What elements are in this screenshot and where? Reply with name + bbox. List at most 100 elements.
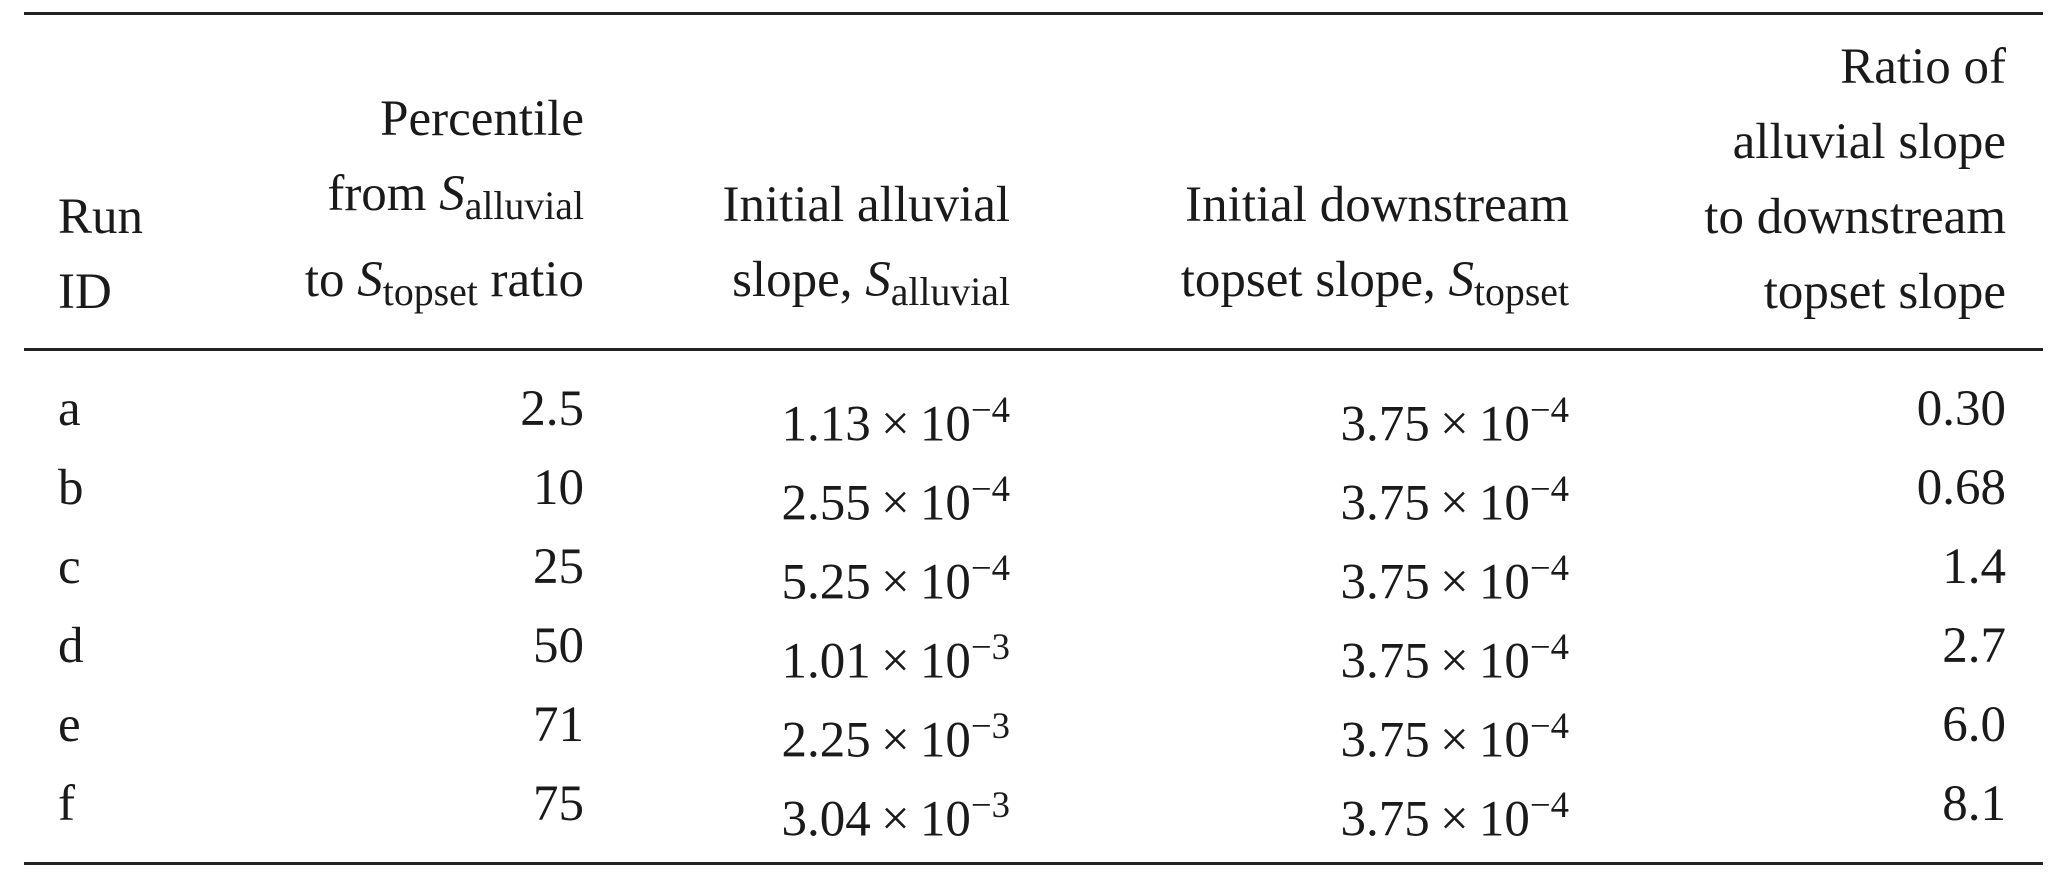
header-text: to downstream <box>1704 189 2006 245</box>
cell: b <box>58 460 84 516</box>
times: × <box>1439 475 1469 532</box>
symbol: S <box>357 252 383 309</box>
base: 10 <box>919 396 971 453</box>
mantissa: 3.75 <box>1340 475 1430 532</box>
exponent: −4 <box>970 468 1010 509</box>
cell: 0.30 <box>1916 381 2006 437</box>
base: 10 <box>1478 475 1530 532</box>
mantissa: 3.75 <box>1340 633 1430 690</box>
header-text: Run <box>58 189 144 245</box>
mantissa: 2.25 <box>781 712 871 769</box>
times: × <box>880 554 910 611</box>
cell: 3.75 × 10−4 <box>1341 607 1569 701</box>
times: × <box>1439 712 1469 769</box>
header-cell: Run ID <box>58 180 143 330</box>
header-text: Initial downstream <box>1185 177 1569 234</box>
times: × <box>880 791 910 848</box>
header-cell: Initial alluvial slope, Salluvial <box>723 168 1011 330</box>
header-rule <box>24 348 2043 351</box>
mantissa: 3.75 <box>1340 791 1430 848</box>
cell: 2.7 <box>1942 618 2006 674</box>
base: 10 <box>919 633 971 690</box>
base: 10 <box>1478 791 1530 848</box>
cell: 1.4 <box>1942 539 2006 595</box>
cell: 8.1 <box>1942 776 2006 832</box>
cell: 1.01 × 10−3 <box>782 607 1010 701</box>
header-cell: Percentile from Salluvial to Stopset rat… <box>305 82 584 331</box>
bottom-rule <box>24 862 2043 865</box>
cell: a <box>58 381 81 437</box>
cell: e <box>58 697 81 753</box>
cell: 75 <box>533 776 584 832</box>
times: × <box>880 712 910 769</box>
times: × <box>1439 633 1469 690</box>
cell: 2.55 × 10−4 <box>782 449 1010 543</box>
mantissa: 3.75 <box>1340 396 1430 453</box>
cell: 2.25 × 10−3 <box>782 686 1010 780</box>
header-text: alluvial slope <box>1732 114 2006 170</box>
exponent: −4 <box>1529 626 1569 667</box>
cell: 50 <box>533 618 584 674</box>
cell: 3.75 × 10−4 <box>1341 686 1569 780</box>
cell: 0.68 <box>1916 460 2006 516</box>
mantissa: 3.75 <box>1340 712 1430 769</box>
base: 10 <box>919 712 971 769</box>
exponent: −3 <box>970 784 1010 825</box>
mantissa: 1.01 <box>781 633 871 690</box>
header-text: topset slope <box>1763 264 2006 320</box>
cell: 71 <box>533 697 584 753</box>
header-text: slope, <box>732 252 866 309</box>
cell: 6.0 <box>1942 697 2006 753</box>
exponent: −4 <box>1529 468 1569 509</box>
subscript: alluvial <box>890 270 1010 314</box>
symbol: S <box>1448 252 1475 309</box>
base: 10 <box>1478 396 1530 453</box>
subscript: topset <box>1474 270 1569 314</box>
header-text: to <box>304 252 358 309</box>
header-text: Percentile <box>380 90 584 147</box>
symbol: S <box>439 165 465 222</box>
exponent: −4 <box>1529 705 1569 746</box>
times: × <box>880 633 910 690</box>
cell: 1.13 × 10−4 <box>782 370 1010 464</box>
header-cell: Initial downstream topset slope, Stopset <box>1181 168 1569 330</box>
symbol: S <box>865 252 891 309</box>
base: 10 <box>919 554 971 611</box>
exponent: −4 <box>1529 389 1569 430</box>
mantissa: 5.25 <box>781 554 871 611</box>
times: × <box>880 475 910 532</box>
header-text: ratio <box>477 252 584 309</box>
mantissa: 2.55 <box>781 475 871 532</box>
header-text: from <box>327 165 440 222</box>
cell: 2.5 <box>520 381 584 437</box>
cell: 3.75 × 10−4 <box>1341 449 1569 543</box>
subscript: topset <box>382 270 478 314</box>
cell: 5.25 × 10−4 <box>782 528 1010 622</box>
header-text: topset slope, <box>1180 252 1449 309</box>
times: × <box>1439 791 1469 848</box>
mantissa: 3.75 <box>1340 554 1430 611</box>
cell: 10 <box>533 460 584 516</box>
exponent: −3 <box>970 626 1010 667</box>
times: × <box>1439 396 1469 453</box>
cell: 3.75 × 10−4 <box>1341 370 1569 464</box>
subscript: alluvial <box>464 183 584 228</box>
cell: 3.75 × 10−4 <box>1341 765 1569 859</box>
base: 10 <box>1478 633 1530 690</box>
base: 10 <box>919 475 971 532</box>
cell: 3.04 × 10−3 <box>782 765 1010 859</box>
times: × <box>1439 554 1469 611</box>
base: 10 <box>919 791 971 848</box>
cell: d <box>58 618 84 674</box>
exponent: −4 <box>970 389 1010 430</box>
top-rule <box>24 12 2043 15</box>
header-text: ID <box>58 264 112 320</box>
mantissa: 1.13 <box>781 396 871 453</box>
header-text: Initial alluvial <box>722 177 1011 234</box>
cell: 3.75 × 10−4 <box>1341 528 1569 622</box>
exponent: −4 <box>1529 784 1569 825</box>
base: 10 <box>1478 554 1530 611</box>
cell: f <box>58 776 75 832</box>
cell: 25 <box>533 539 584 595</box>
